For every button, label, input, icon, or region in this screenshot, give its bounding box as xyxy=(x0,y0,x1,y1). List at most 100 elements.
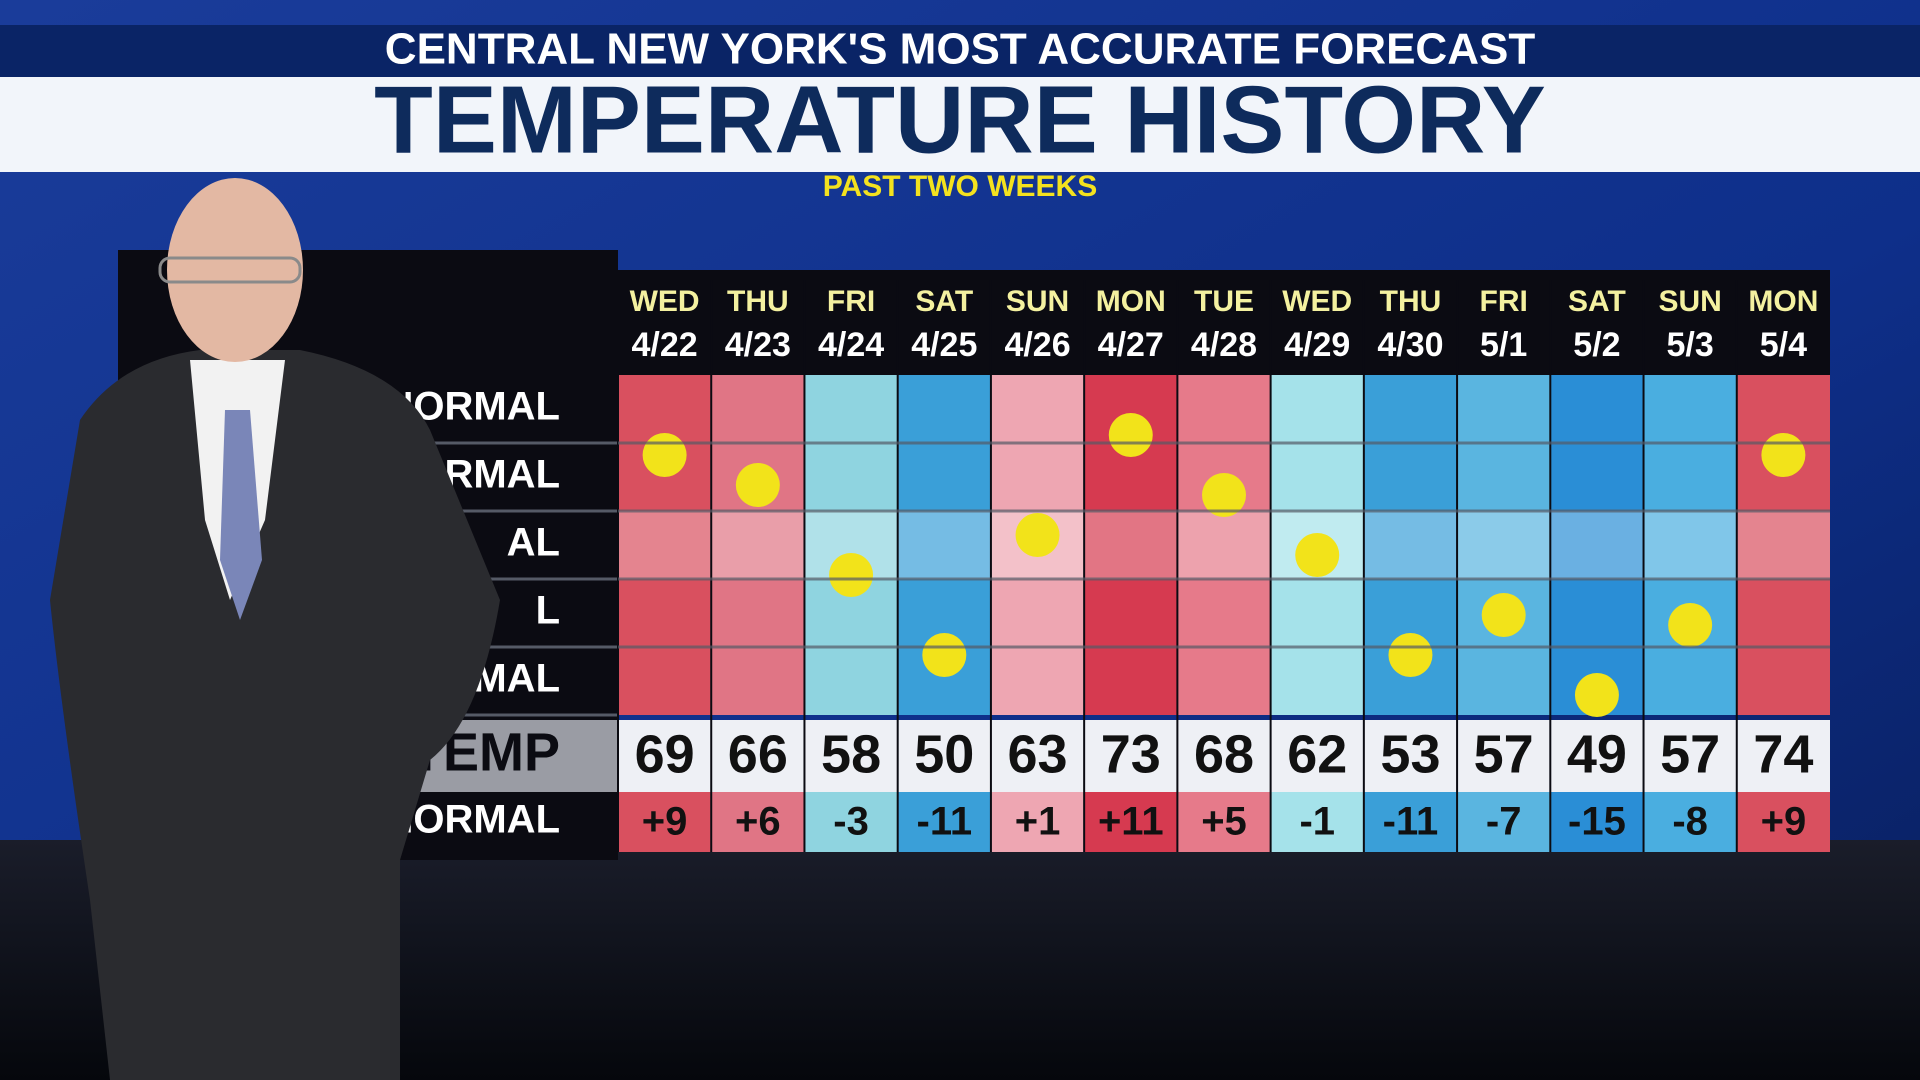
temp-cell xyxy=(990,720,1085,792)
band-cell xyxy=(1363,511,1458,579)
band-highlight xyxy=(1736,511,1830,579)
departure-cell xyxy=(1643,792,1737,852)
day-name: FRI xyxy=(827,285,875,318)
day-date: 4/27 xyxy=(1098,326,1164,364)
departure-cell xyxy=(1736,792,1830,852)
temp-cell xyxy=(1177,720,1271,792)
day-date: 4/25 xyxy=(911,326,977,364)
band-highlight xyxy=(1457,511,1551,579)
band-cell xyxy=(1457,511,1551,579)
temp-value: 57 xyxy=(1474,724,1534,784)
departure-cell xyxy=(1270,792,1364,852)
departure-dot xyxy=(1668,603,1713,647)
temp-value: 69 xyxy=(635,724,695,784)
day-name: SUN xyxy=(1658,285,1721,318)
temp-value: 53 xyxy=(1380,724,1440,784)
day-name: THU xyxy=(727,285,789,318)
departure-dot xyxy=(735,463,780,507)
row-label: L xyxy=(536,589,560,633)
head xyxy=(167,178,303,362)
temp-value: 74 xyxy=(1753,724,1813,784)
band-cell xyxy=(804,443,898,511)
departure-value: -11 xyxy=(917,800,973,844)
band-cell xyxy=(1177,511,1271,579)
band-cell xyxy=(1084,511,1178,579)
day-date: 5/3 xyxy=(1667,326,1714,364)
day-name: FRI xyxy=(1480,285,1528,318)
departure-cell xyxy=(1550,792,1644,852)
band-cell xyxy=(1550,511,1644,579)
day-column: SAT 4/25 50 -11 xyxy=(896,280,991,852)
day-date: 4/29 xyxy=(1284,326,1350,364)
departure-value: -15 xyxy=(1568,800,1626,844)
band-cell xyxy=(1177,375,1271,443)
band-cell xyxy=(990,647,1085,715)
day-column: FRI 5/1 57 -7 xyxy=(1456,280,1551,852)
band-cell xyxy=(1550,375,1644,443)
band-cell xyxy=(1363,443,1458,511)
band-cell xyxy=(990,375,1085,443)
band-cell xyxy=(897,511,991,579)
departure-value: -11 xyxy=(1383,800,1439,844)
departure-value: +11 xyxy=(1098,800,1164,844)
band-cell xyxy=(1550,443,1644,511)
temp-value: 63 xyxy=(1007,724,1067,784)
subtitle: PAST TWO WEEKS xyxy=(823,170,1097,203)
temp-cell xyxy=(1736,720,1830,792)
departure-cell xyxy=(1177,792,1271,852)
band-cell xyxy=(1457,375,1551,443)
day-column: FRI 4/24 58 -3 xyxy=(803,280,898,852)
temp-value: 62 xyxy=(1287,724,1347,784)
band-cell xyxy=(1177,579,1271,647)
day-date: 4/23 xyxy=(725,326,791,364)
departure-dot xyxy=(1761,433,1806,477)
departure-value: +6 xyxy=(735,800,781,844)
departure-cell xyxy=(897,792,991,852)
departure-dot xyxy=(922,633,967,677)
departure-dot xyxy=(1295,533,1340,577)
departure-value: -8 xyxy=(1672,800,1708,844)
departure-dot xyxy=(1481,593,1526,637)
day-column: MON 4/27 73 +11 xyxy=(1083,280,1178,852)
band-cell xyxy=(1736,375,1830,443)
day-date: 5/4 xyxy=(1760,326,1807,364)
departure-value: +9 xyxy=(1761,800,1807,844)
departure-dot xyxy=(1202,473,1246,517)
band-highlight xyxy=(1084,511,1178,579)
band-cell xyxy=(990,443,1085,511)
band-cell xyxy=(618,579,712,647)
departure-cell xyxy=(990,792,1085,852)
band-cell xyxy=(1270,579,1364,647)
temp-cell xyxy=(618,720,712,792)
departure-cell xyxy=(618,792,712,852)
band-cell xyxy=(1643,511,1737,579)
band-cell xyxy=(711,579,805,647)
day-column: MON 5/4 74 +9 xyxy=(1735,280,1830,852)
temp-cell xyxy=(804,720,898,792)
temp-cell xyxy=(1270,720,1364,792)
temp-cell xyxy=(1084,720,1178,792)
departure-dot xyxy=(642,433,687,477)
temp-cell xyxy=(1363,720,1458,792)
band-cell xyxy=(711,375,805,443)
band-cell xyxy=(804,647,898,715)
day-date: 4/22 xyxy=(632,326,698,364)
band-cell xyxy=(897,443,991,511)
band-cell xyxy=(1270,443,1364,511)
band-cell xyxy=(897,375,991,443)
day-name: WED xyxy=(1282,285,1352,318)
temp-cell xyxy=(897,720,991,792)
day-date: 4/26 xyxy=(1004,326,1070,364)
band-highlight xyxy=(897,511,991,579)
temp-value: 73 xyxy=(1101,724,1161,784)
temp-value: 49 xyxy=(1567,724,1627,784)
band-cell xyxy=(1270,375,1364,443)
departure-value: -3 xyxy=(833,800,869,844)
band-cell xyxy=(1084,647,1178,715)
day-name: SUN xyxy=(1006,285,1069,318)
departure-value: -7 xyxy=(1486,800,1522,844)
band-cell xyxy=(618,375,712,443)
temp-cell xyxy=(1457,720,1551,792)
tagline: CENTRAL NEW YORK'S MOST ACCURATE FORECAS… xyxy=(385,25,1536,74)
